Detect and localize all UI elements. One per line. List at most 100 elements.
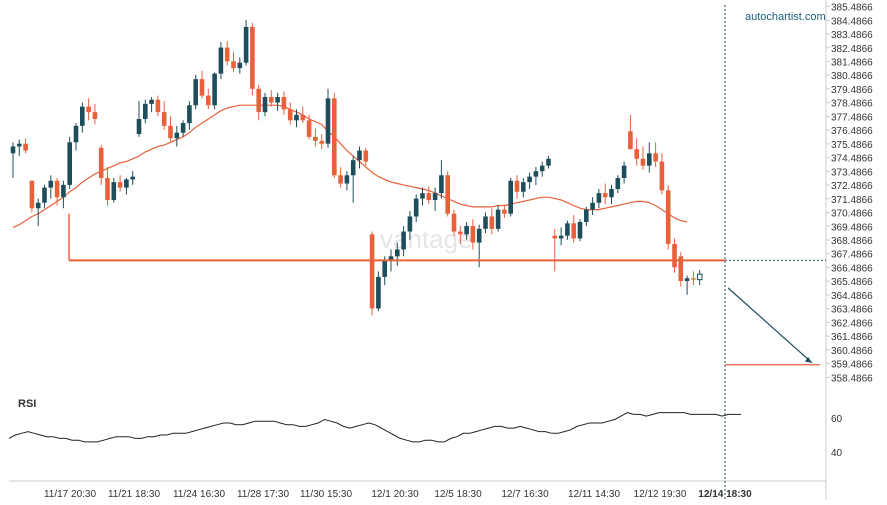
candle-body: [451, 213, 457, 232]
candle-body: [61, 184, 66, 198]
candle-body: [350, 160, 356, 176]
candle-body: [124, 179, 129, 188]
price-tick-label: 382.4866: [831, 44, 873, 55]
candle-body: [67, 142, 72, 185]
candle-body: [275, 97, 280, 103]
candle-body: [98, 147, 104, 179]
candle-body: [596, 193, 602, 203]
forecast-arrow: [727, 287, 813, 364]
price-tick-label: 376.4866: [831, 126, 873, 137]
time-tick-label: 12/7 16:30: [501, 489, 549, 500]
candle-body: [224, 47, 230, 62]
candle-body: [376, 276, 381, 309]
price-tick-label: 385.4866: [831, 3, 873, 14]
candle-body: [231, 61, 236, 69]
candle-body: [332, 98, 337, 176]
candle-body: [294, 114, 299, 121]
time-tick-label: 11/21 18:30: [108, 489, 161, 500]
candle-body: [155, 99, 161, 113]
candle-body: [130, 176, 135, 180]
candle-body: [634, 149, 639, 159]
candle-body: [250, 26, 255, 89]
candle-body: [143, 103, 148, 119]
price-tick-label: 367.4866: [831, 250, 873, 261]
candle-body: [527, 176, 532, 183]
price-tick-label: 364.4866: [831, 291, 873, 302]
candle-body: [476, 228, 482, 243]
price-tick-label: 379.4866: [831, 85, 873, 96]
candle-body: [470, 226, 476, 243]
candle-body: [42, 187, 47, 203]
candle-body: [338, 175, 343, 184]
time-tick-label: 12/5 18:30: [434, 489, 482, 500]
candle-body: [168, 125, 173, 139]
candle-body: [187, 105, 192, 124]
price-tick-label: 375.4866: [831, 140, 873, 151]
candle-body: [691, 278, 696, 280]
candle-body: [35, 202, 41, 209]
candle-body: [539, 165, 545, 172]
candle-body: [161, 112, 167, 126]
rsi-tick-label: 60: [831, 414, 843, 425]
candle-body: [584, 209, 589, 222]
candle-body: [136, 118, 142, 135]
candle-body: [464, 226, 469, 235]
time-tick-label: 12/14 18:30: [698, 489, 752, 500]
forecast-arrow-head: [805, 356, 812, 363]
candle-body: [313, 136, 318, 141]
price-tick-label: 360.4866: [831, 346, 873, 357]
time-tick-label: 11/17 20:30: [44, 489, 97, 500]
price-tick-label: 383.4866: [831, 30, 873, 41]
candles-layer: [10, 20, 703, 316]
candle-body: [382, 260, 387, 277]
candle-body: [483, 216, 488, 229]
candle-body: [495, 209, 501, 229]
time-tick-label: 12/12 19:30: [634, 489, 687, 500]
time-tick-label: 12/11 14:30: [568, 489, 621, 500]
candle-body: [92, 112, 98, 119]
candle-body: [262, 97, 268, 113]
brand-label[interactable]: autochartist.com: [745, 11, 826, 23]
time-tick-label: 11/28 17:30: [237, 489, 290, 500]
candle-body: [678, 256, 684, 282]
candle-body: [395, 249, 400, 257]
candle-body: [420, 193, 425, 199]
candle-body: [48, 180, 54, 188]
candle-body: [407, 216, 413, 232]
price-tick-label: 365.4866: [831, 277, 873, 288]
candle-body: [665, 190, 671, 244]
price-tick-label: 380.4866: [831, 71, 873, 82]
candle-body: [546, 158, 551, 166]
candle-body: [319, 140, 324, 144]
candle-body: [325, 98, 331, 144]
candle-body: [533, 171, 539, 177]
candle-body: [565, 223, 570, 236]
candle-body: [17, 143, 22, 147]
candle-body: [256, 88, 261, 113]
price-tick-label: 359.4866: [831, 360, 873, 371]
candle-body: [23, 143, 28, 151]
candle-body: [174, 132, 180, 139]
candle-body: [80, 106, 85, 126]
candle-body: [29, 180, 35, 209]
price-tick-label: 366.4866: [831, 263, 873, 274]
plot-area: [9, 0, 826, 500]
rsi-tick-label: 40: [831, 448, 843, 459]
candle-body: [149, 99, 154, 104]
price-tick-label: 368.4866: [831, 236, 873, 247]
candle-body: [508, 180, 513, 214]
candle-body: [199, 79, 205, 96]
candle-body: [502, 209, 507, 214]
candle-body: [653, 153, 658, 162]
candle-body: [672, 243, 677, 268]
moving-average-layer: [12, 104, 688, 229]
price-tick-label: 369.4866: [831, 222, 873, 233]
candle-body: [369, 234, 375, 309]
price-tick-label: 374.4866: [831, 154, 873, 165]
candle-body: [206, 95, 211, 106]
candle-body: [388, 256, 394, 261]
candle-body: [445, 175, 450, 214]
candle-body: [621, 165, 627, 179]
price-tick-label: 358.4866: [831, 373, 873, 384]
